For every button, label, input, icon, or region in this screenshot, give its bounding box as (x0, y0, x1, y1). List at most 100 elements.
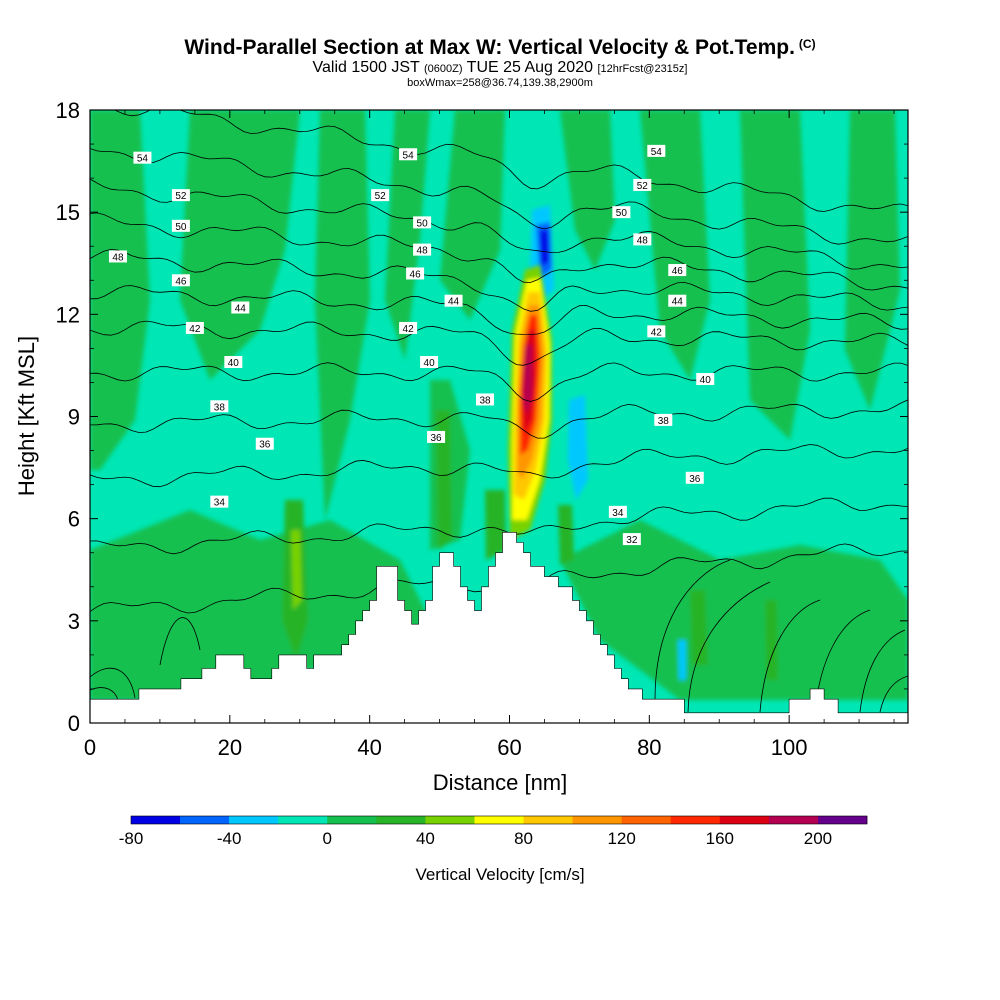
contour-label-text: 38 (214, 402, 226, 413)
contour-label: 32 (622, 533, 641, 546)
contour-label: 52 (171, 189, 190, 202)
isentrope-line (90, 178, 908, 270)
isentropes (90, 110, 908, 614)
x-tick-label: 40 (357, 735, 381, 760)
colorbar-tick-label: 120 (607, 829, 635, 848)
colorbar-tick-label: 200 (804, 829, 832, 848)
x-tick-label: 0 (84, 735, 96, 760)
valid-date: TUE 25 Aug 2020 (466, 59, 593, 76)
isentrope-line (113, 110, 908, 212)
colorbar-tick-label: -40 (217, 829, 242, 848)
contour-label: 36 (685, 471, 704, 485)
contour-line (159, 617, 201, 666)
contour-label-text: 52 (375, 191, 387, 202)
valid-utc-time: (0600Z) (423, 63, 463, 75)
colorbar-swatch (376, 816, 426, 824)
contour-label: 38 (210, 400, 229, 413)
contour-label: 48 (108, 250, 127, 263)
contour-label: 42 (185, 321, 204, 335)
contour-label: 52 (371, 189, 390, 202)
contour-label: 44 (668, 294, 687, 308)
contour-label-text: 46 (175, 276, 187, 287)
contour-label: 54 (647, 144, 666, 158)
contour-label-text: 52 (175, 191, 187, 202)
contour-label-box (668, 294, 687, 307)
velocity-patch (845, 110, 900, 410)
contour-line (90, 667, 136, 699)
isentrope-line (90, 212, 908, 291)
contour-label-text: 54 (651, 147, 663, 158)
velocity-patch (558, 505, 574, 565)
contour-label: 40 (224, 356, 243, 369)
velocity-patch (568, 395, 588, 500)
contour-labels: 54 54 54 52 52 52 50 50 50 48 48 48 46 46 46 44 44 44 42 42… (108, 144, 715, 546)
contour-label-text: 32 (626, 535, 638, 546)
colorbar-swatch (229, 816, 279, 824)
contour-label: 44 (444, 294, 463, 308)
colorbar-tick-label: 160 (706, 829, 734, 848)
contour-label: 46 (171, 274, 190, 287)
colorbar-swatch (817, 816, 868, 824)
contour-label: 48 (413, 243, 432, 257)
colorbar-swatch (523, 816, 573, 824)
x-tick-label: 100 (771, 735, 808, 760)
contour-label-text: 40 (424, 358, 436, 369)
velocity-patch (291, 530, 302, 610)
updraft-band (523, 345, 532, 415)
colorbar-swatch (474, 816, 524, 824)
colorbar-frame (130, 815, 868, 825)
contour-label-box (255, 437, 274, 450)
contour-label-text: 40 (700, 375, 712, 386)
contour-label-text: 44 (672, 297, 684, 308)
contour-label-text: 48 (417, 246, 429, 257)
contour-label-box (108, 250, 127, 263)
colorbar-swatch (768, 816, 819, 824)
terrain (90, 532, 908, 723)
contour-label-text: 42 (403, 324, 415, 335)
y-tick-label: 12 (56, 302, 80, 327)
velocity-patch (640, 110, 710, 380)
contour-label: 48 (633, 233, 652, 246)
contour-label-text: 34 (214, 498, 226, 509)
colorbar-tick-label: 0 (323, 829, 332, 848)
contour-label: 34 (210, 495, 229, 509)
velocity-patch (740, 110, 810, 440)
velocity-patch (765, 600, 778, 680)
colorbar-swatch (180, 816, 230, 824)
contour-label-text: 38 (658, 416, 670, 427)
contour-label-text: 42 (651, 327, 663, 338)
contour-label-box (647, 144, 666, 157)
valid-local-time: Valid 1500 JST (312, 59, 420, 76)
contour-label: 44 (231, 301, 250, 315)
contour-label: 52 (633, 178, 652, 192)
contour-label-text: 54 (137, 154, 149, 165)
contour-label-text: 36 (259, 440, 271, 451)
contour-label-box (185, 321, 204, 334)
colorbar-label: Vertical Velocity [cm/s] (415, 865, 584, 884)
contour-label-box (633, 233, 652, 246)
contour-label-text: 36 (689, 474, 701, 485)
contour-label-box (133, 151, 152, 164)
contour-label-box (647, 325, 666, 338)
contour-label-box (420, 356, 439, 369)
isentrope-line (90, 362, 908, 402)
contour-label-text: 44 (235, 304, 247, 315)
x-tick-label: 60 (497, 735, 521, 760)
isentrope-line (90, 399, 908, 439)
contour-label: 36 (255, 437, 274, 451)
contour-label-text: 40 (228, 358, 240, 369)
contour-label-box (476, 393, 495, 406)
y-tick-label: 18 (56, 98, 80, 123)
y-axis-label: Height [Kft MSL] (14, 336, 39, 496)
isentrope-line (90, 497, 908, 555)
colorbar-swatch (670, 816, 721, 824)
forecast-info: [12hrFcst@2315z] (597, 63, 688, 75)
velocity-patch (440, 110, 505, 320)
contour-label-text: 50 (175, 222, 187, 233)
contour-label: 38 (654, 413, 673, 427)
contour-label-box (413, 216, 432, 229)
contour-label-text: 46 (672, 266, 684, 277)
contour-line (687, 581, 771, 713)
isentrope-line (90, 248, 908, 312)
